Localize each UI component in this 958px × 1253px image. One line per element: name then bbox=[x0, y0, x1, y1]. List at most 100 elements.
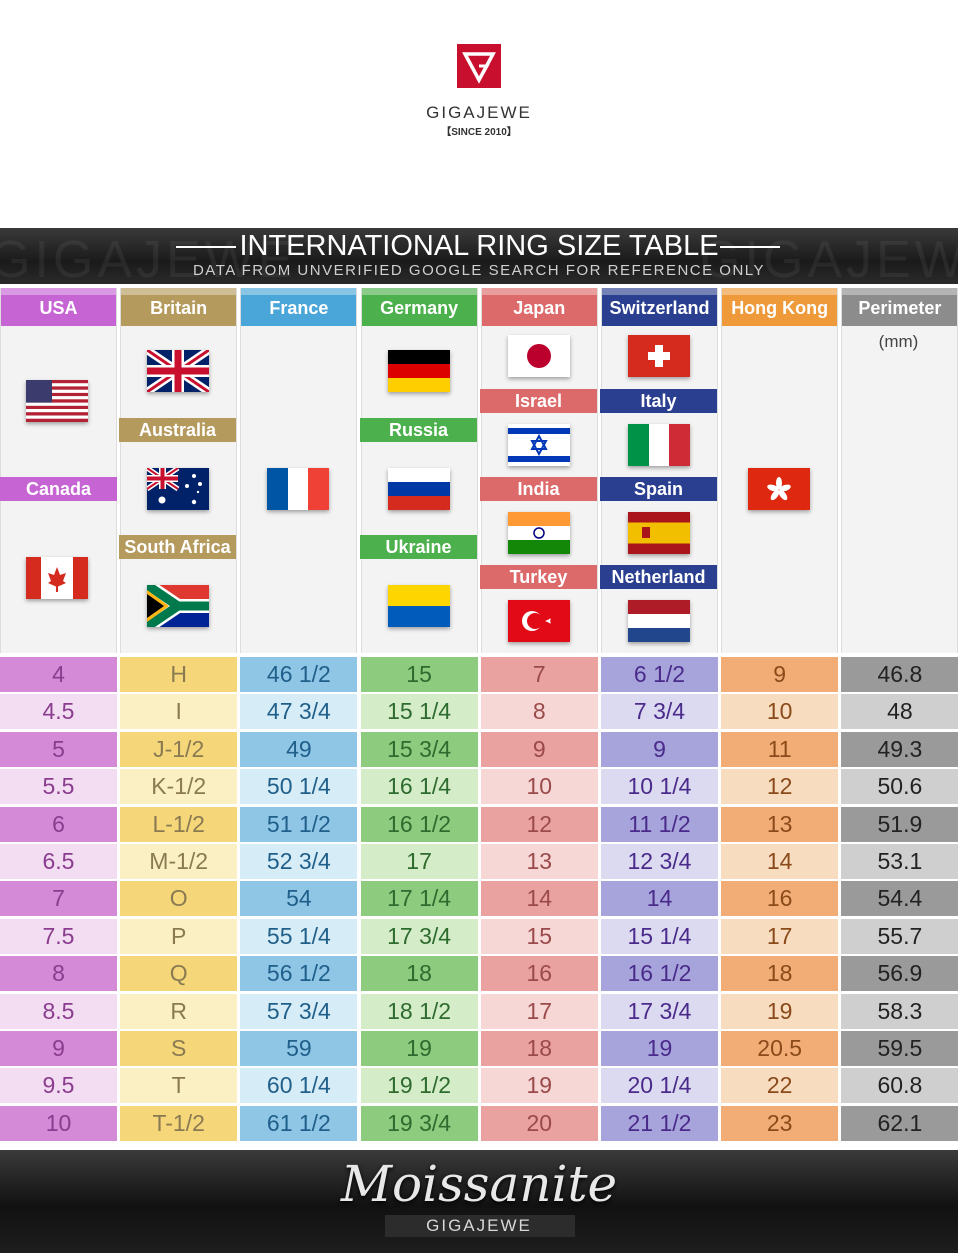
table-cell: 15 3/4 bbox=[360, 731, 478, 767]
table-cell: 55 1/4 bbox=[240, 918, 358, 954]
table-cell: I bbox=[120, 694, 238, 730]
column-header-label: USA bbox=[39, 298, 78, 318]
page-title: INTERNATIONAL RING SIZE TABLE bbox=[239, 230, 719, 262]
table-cell: 49 bbox=[240, 731, 358, 767]
column-header: Japan bbox=[481, 288, 597, 326]
table-cell: 60 1/4 bbox=[240, 1068, 358, 1104]
table-cell: L-1/2 bbox=[120, 806, 238, 842]
label-turkey: Turkey bbox=[480, 565, 597, 589]
table-cell: 22 bbox=[721, 1068, 839, 1104]
table-cell: 59.5 bbox=[841, 1031, 958, 1066]
table-cell: 16 bbox=[721, 881, 839, 917]
column-header-label: Perimeter bbox=[858, 298, 942, 318]
turkey-flag-icon bbox=[508, 600, 570, 642]
table-cell: 12 bbox=[721, 769, 839, 805]
footer-title: Moissanite bbox=[340, 1155, 618, 1213]
table-cell: 59 bbox=[240, 1031, 358, 1066]
table-row: 9 S 59 19 18 19 20.5 59.5 bbox=[0, 1031, 958, 1068]
column-header-label: Japan bbox=[513, 298, 566, 318]
israel-flag-icon bbox=[508, 424, 570, 466]
table-cell: 8 bbox=[480, 694, 598, 730]
table-cell: 19 bbox=[360, 1031, 478, 1066]
table-row: 5.5 K-1/2 50 1/4 16 1/4 10 10 1/4 12 50.6 bbox=[0, 769, 958, 806]
table-cell: 6 bbox=[0, 806, 117, 842]
table-cell: 10 bbox=[0, 1105, 117, 1141]
table-cell: 21 1/2 bbox=[601, 1105, 718, 1141]
table-cell: 23 bbox=[721, 1105, 839, 1141]
column-header-label: Germany bbox=[380, 298, 459, 318]
table-cell: 17 1/4 bbox=[360, 881, 478, 917]
table-cell: T bbox=[120, 1068, 238, 1104]
table-cell: 12 3/4 bbox=[601, 844, 718, 879]
column-3: Germany bbox=[360, 288, 478, 653]
france-flag-icon bbox=[267, 468, 329, 510]
table-cell: 19 bbox=[601, 1031, 718, 1066]
table-cell: 8 bbox=[0, 956, 117, 992]
table-cell: 16 1/4 bbox=[360, 769, 478, 805]
table-cell: 48 bbox=[841, 694, 958, 730]
table-cell: 13 bbox=[480, 844, 598, 879]
table-cell: 56.9 bbox=[841, 956, 958, 992]
uk-flag-icon bbox=[147, 350, 209, 392]
table-cell: O bbox=[120, 881, 238, 917]
table-row: 8 Q 56 1/2 18 16 16 1/2 18 56.9 bbox=[0, 956, 958, 993]
table-cell: 7 bbox=[0, 881, 117, 917]
table-cell: 10 1/4 bbox=[601, 769, 718, 805]
table-row: 7 O 54 17 1/4 14 14 16 54.4 bbox=[0, 881, 958, 918]
column-header: Hong Kong bbox=[722, 288, 838, 326]
table-cell: 15 bbox=[360, 657, 478, 692]
table-row: 10 T-1/2 61 1/2 19 3/4 20 21 1/2 23 62.1 bbox=[0, 1105, 958, 1143]
table-cell: 62.1 bbox=[841, 1105, 958, 1141]
canada-flag-icon bbox=[26, 557, 88, 599]
table-cell: J-1/2 bbox=[120, 731, 238, 767]
table-cell: 4 bbox=[0, 657, 117, 692]
label-spain: Spain bbox=[600, 477, 717, 501]
column-header-label: Britain bbox=[150, 298, 208, 318]
table-cell: 52 3/4 bbox=[240, 844, 358, 879]
column-header-label: Switzerland bbox=[609, 298, 710, 318]
table-cell: R bbox=[120, 993, 238, 1029]
table-cell: 19 bbox=[480, 1068, 598, 1104]
table-cell: 5 bbox=[0, 731, 117, 767]
table-cell: 50 1/4 bbox=[240, 769, 358, 805]
table-cell: 16 1/2 bbox=[360, 806, 478, 842]
netherlands-flag-icon bbox=[628, 600, 690, 642]
table-row: 9.5 T 60 1/4 19 1/2 19 20 1/4 22 60.8 bbox=[0, 1068, 958, 1105]
table-cell: 17 3/4 bbox=[601, 993, 718, 1029]
brand-logo bbox=[457, 44, 501, 88]
column-5: Switzerland bbox=[601, 288, 718, 653]
table-cell: 15 1/4 bbox=[601, 918, 718, 954]
table-cell: 16 bbox=[480, 956, 598, 992]
table-cell: 6 1/2 bbox=[601, 657, 718, 692]
table-cell: 17 bbox=[721, 918, 839, 954]
table-row: 4 H 46 1/2 15 7 6 1/2 9 46.8 bbox=[0, 657, 958, 694]
table-cell: 51 1/2 bbox=[240, 806, 358, 842]
label-ukraine: Ukraine bbox=[360, 535, 477, 559]
table-cell: 9 bbox=[601, 731, 718, 767]
footer-brand: GIGAJEWE bbox=[426, 1216, 532, 1235]
table-cell: 46 1/2 bbox=[240, 657, 358, 692]
india-flag-icon bbox=[508, 512, 570, 554]
column-header-label: Hong Kong bbox=[731, 298, 829, 318]
table-cell: 18 bbox=[480, 1031, 598, 1066]
table-cell: 9 bbox=[480, 731, 598, 767]
table-cell: 17 bbox=[360, 844, 478, 879]
table-cell: 15 1/4 bbox=[360, 694, 478, 730]
table-cell: 14 bbox=[601, 881, 718, 917]
column-header: France bbox=[241, 288, 357, 326]
table-cell: P bbox=[120, 918, 238, 954]
perimeter-unit: (mm) bbox=[878, 332, 919, 351]
table-row: 4.5 I 47 3/4 15 1/4 8 7 3/4 10 48 bbox=[0, 694, 958, 731]
banner-rule-right bbox=[720, 246, 780, 248]
table-row: 5 J-1/2 49 15 3/4 9 9 11 49.3 bbox=[0, 731, 958, 769]
banner-rule-left bbox=[176, 246, 236, 248]
italy-flag-icon bbox=[628, 424, 690, 466]
table-row: 7.5 P 55 1/4 17 3/4 15 15 1/4 17 55.7 bbox=[0, 918, 958, 956]
table-cell: 14 bbox=[721, 844, 839, 879]
table-cell: 17 bbox=[480, 993, 598, 1029]
page-subtitle: DATA FROM UNVERIFIED GOOGLE SEARCH FOR R… bbox=[192, 262, 766, 279]
table-cell: 9 bbox=[0, 1031, 117, 1066]
table-cell: 10 bbox=[480, 769, 598, 805]
table-cell: 7 3/4 bbox=[601, 694, 718, 730]
table-cell: 54 bbox=[240, 881, 358, 917]
